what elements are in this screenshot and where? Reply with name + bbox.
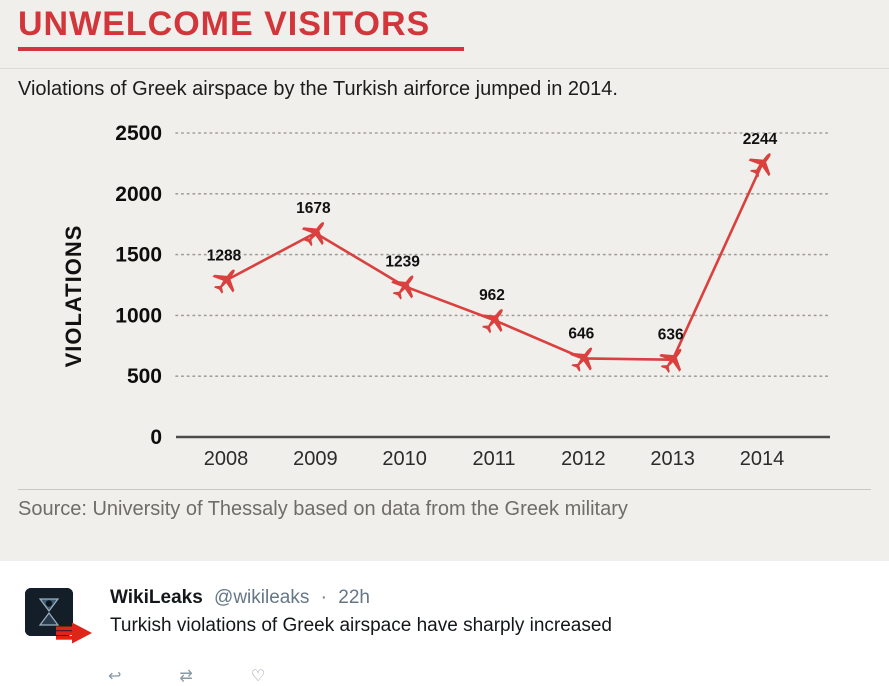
y-axis-title: VIOLATIONS: [61, 224, 86, 368]
y-tick-label: 2500: [115, 122, 162, 145]
data-value-label: 636: [658, 327, 684, 344]
data-value-label: 1678: [296, 200, 331, 217]
airplane-marker: [659, 348, 682, 373]
chart-card: UNWELCOME VISITORS Violations of Greek a…: [0, 0, 889, 561]
data-value-label: 2244: [743, 131, 778, 148]
airplane-marker: [748, 153, 771, 178]
tweet-header: WikiLeaks @wikileaks · 22h: [110, 587, 370, 609]
y-tick-label: 2000: [115, 183, 162, 206]
like-icon[interactable]: ♡: [250, 668, 266, 685]
y-tick-label: 500: [127, 365, 162, 388]
chart-title: UNWELCOME VISITORS: [18, 5, 431, 43]
x-tick-label: 2012: [561, 448, 606, 470]
data-value-label: 962: [479, 287, 505, 304]
airplane-marker: [212, 269, 235, 294]
chart-source: Source: University of Thessaly based on …: [18, 498, 628, 520]
tweet-separator: ·: [320, 587, 327, 608]
y-tick-label: 1000: [115, 304, 162, 327]
red-arrow-icon: [56, 622, 92, 644]
y-tick-label: 1500: [115, 244, 162, 267]
x-tick-label: 2011: [472, 448, 515, 470]
x-tick-label: 2008: [204, 448, 249, 470]
title-underline: [18, 47, 464, 51]
tweet-actions: ↩ ⇄ ♡: [108, 666, 265, 686]
airplane-marker: [391, 275, 414, 300]
retweet-icon[interactable]: ⇄: [179, 668, 193, 685]
data-value-label: 1288: [207, 247, 242, 264]
airplane-marker: [569, 347, 593, 372]
chart-area: VIOLATIONS 0 500 1000 1500 2000 2500 2008 2009 2…: [30, 115, 860, 483]
chart-subtitle: Violations of Greek airspace by the Turk…: [18, 78, 618, 100]
title-divider: [0, 68, 889, 69]
airplane-marker: [480, 309, 503, 334]
y-tick-label: 0: [150, 426, 162, 449]
line-chart: 0 500 1000 1500 2000 2500 2008 2009 2010 2011 2012…: [115, 122, 831, 470]
tweet-handle[interactable]: @wikileaks: [214, 587, 310, 608]
airplane-marker: [301, 222, 325, 247]
tweet-text: Turkish violations of Greek airspace hav…: [110, 615, 612, 636]
x-tick-label: 2013: [650, 448, 695, 470]
x-tick-label: 2014: [740, 448, 785, 470]
data-value-label: 1239: [385, 253, 420, 270]
x-tick-label: 2010: [382, 448, 427, 470]
reply-icon[interactable]: ↩: [108, 668, 122, 685]
tweet-author[interactable]: WikiLeaks: [110, 587, 203, 608]
tweet-timestamp[interactable]: 22h: [338, 587, 370, 608]
x-tick-label: 2009: [293, 448, 338, 470]
tweet: WikiLeaks @wikileaks · 22h Turkish viola…: [0, 561, 889, 685]
data-value-label: 646: [568, 325, 594, 342]
source-divider: [18, 489, 871, 490]
